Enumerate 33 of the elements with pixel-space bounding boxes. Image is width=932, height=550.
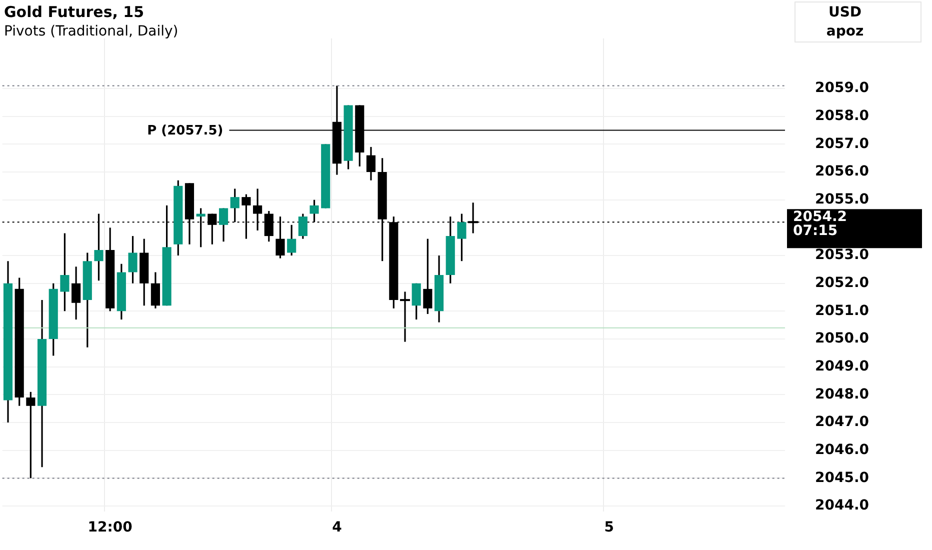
y-tick-label: 2048.0 bbox=[815, 386, 870, 402]
y-tick-label: 2053.0 bbox=[815, 247, 870, 264]
text: apoz bbox=[826, 24, 864, 40]
y-tick-label: 2055.0 bbox=[815, 191, 870, 208]
candlestick bbox=[366, 146, 376, 182]
y-tick-label: 2045.0 bbox=[815, 470, 870, 486]
y-tick-label: 2050.0 bbox=[815, 330, 870, 347]
y-tick-label: 2058.0 bbox=[815, 108, 870, 124]
y-tick-label: 2052.0 bbox=[815, 274, 870, 291]
y-axis-title: USD bbox=[828, 4, 862, 21]
y-tick-label: 2056.0 bbox=[815, 164, 870, 180]
y-tick-label: 2059.0 bbox=[815, 80, 870, 96]
candlestick bbox=[412, 282, 421, 320]
y-tick-label: 2051.0 bbox=[815, 302, 870, 319]
candlestick bbox=[423, 238, 432, 315]
y-tick-label: 2047.0 bbox=[815, 414, 870, 430]
candlestick bbox=[128, 235, 138, 284]
candlestick bbox=[26, 391, 36, 479]
y-tick-label: 2044.0 bbox=[815, 498, 870, 514]
ref-line-label: P (2057.5) bbox=[147, 124, 224, 139]
candlestick bbox=[60, 232, 70, 312]
x-tick-label: 5 bbox=[604, 520, 614, 536]
y-tick-label: 2049.0 bbox=[815, 358, 870, 374]
chart-title: Gold Futures, 15 bbox=[4, 2, 144, 21]
candlestick bbox=[150, 271, 160, 310]
y-tick-label: 2046.0 bbox=[815, 442, 870, 458]
x-tick-label: 12:00 bbox=[88, 520, 133, 536]
x-tick-label: 4 bbox=[332, 520, 342, 536]
ref-line-label: 2054.2 07:15 bbox=[793, 208, 848, 239]
chart-subtitle: Pivots (Traditional, Daily) bbox=[4, 24, 178, 40]
y-tick-label: 2057.0 bbox=[815, 136, 870, 152]
candlestick bbox=[72, 266, 81, 320]
candlestick bbox=[287, 224, 296, 256]
